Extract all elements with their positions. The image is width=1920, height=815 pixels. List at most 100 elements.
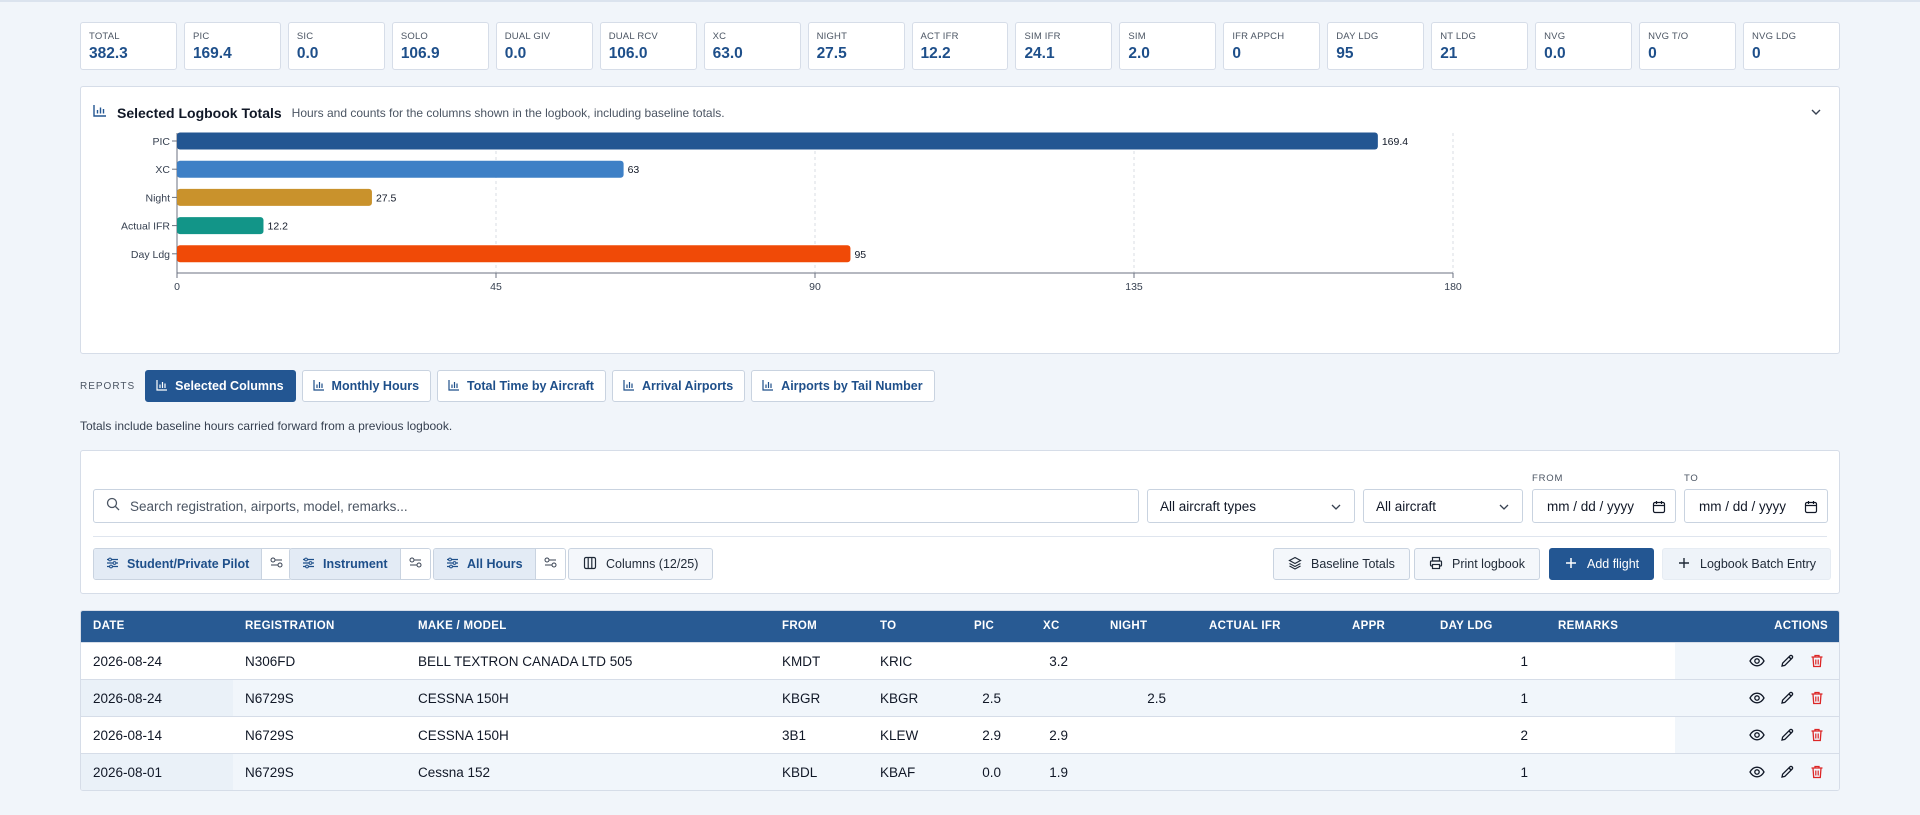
reports-label: REPORTS: [80, 380, 136, 392]
preset-settings-button[interactable]: [534, 549, 565, 579]
plus-icon: [1564, 556, 1578, 573]
from-date-input[interactable]: mm / dd / yyyy: [1532, 489, 1676, 523]
column-header-date[interactable]: DATE: [93, 620, 125, 632]
report-arrival-airports-button[interactable]: Arrival Airports: [611, 370, 746, 402]
trash-icon[interactable]: [1809, 653, 1825, 669]
column-header-remarks[interactable]: REMARKS: [1558, 620, 1619, 632]
to-date-value: mm / dd / yyyy: [1699, 498, 1787, 514]
stat-value: 382.3: [89, 45, 128, 62]
bar-chart-icon: [156, 379, 168, 394]
logbook-batch-entry-button[interactable]: Logbook Batch Entry: [1662, 548, 1832, 580]
eye-icon[interactable]: [1749, 690, 1765, 706]
stat-card-dual-giv: DUAL GIV 0.0: [495, 22, 593, 70]
preset-label: Student/Private Pilot: [127, 557, 250, 571]
stat-value: 0.0: [296, 45, 319, 62]
aircraft-select[interactable]: All aircraft: [1363, 489, 1523, 523]
baseline-note: Totals include baseline hours carried fo…: [80, 419, 453, 433]
pencil-icon[interactable]: [1779, 727, 1795, 743]
stat-value: 0: [1752, 45, 1761, 62]
table-row[interactable]: 2026-08-24 N6729S CESSNA 150H KBGR KBGR 2.5 2.…: [81, 679, 1839, 716]
baseline-totals-button[interactable]: Baseline Totals: [1273, 548, 1410, 580]
cell-to: KRIC: [880, 654, 913, 669]
eye-icon[interactable]: [1749, 727, 1765, 743]
pencil-icon[interactable]: [1779, 764, 1795, 780]
column-header-actions[interactable]: ACTIONS: [1774, 620, 1828, 632]
add-flight-button[interactable]: Add flight: [1549, 548, 1655, 580]
eye-icon[interactable]: [1749, 764, 1765, 780]
aircraft-type-select[interactable]: All aircraft types: [1147, 489, 1355, 523]
search-input[interactable]: [130, 498, 1110, 514]
cell-ldg: 1: [1520, 765, 1528, 780]
report-airports-by-tail-number-button[interactable]: Airports by Tail Number: [751, 370, 935, 402]
bar-value-label: 95: [854, 249, 866, 261]
table-row[interactable]: 2026-08-14 N6729S CESSNA 150H 3B1 KLEW 2.9 2.9…: [81, 716, 1839, 753]
cell-xc: 2.9: [1049, 728, 1068, 743]
cell-date: 2026-08-24: [93, 654, 163, 669]
y-category-label: Night: [145, 192, 170, 204]
stat-label: NVG LDG: [1752, 31, 1797, 42]
table-row[interactable]: 2026-08-24 N306FD BELL TEXTRON CANADA LTD …: [81, 642, 1839, 679]
x-tick-label: 135: [1125, 281, 1143, 293]
cell-from: KMDT: [782, 654, 821, 669]
pencil-icon[interactable]: [1779, 653, 1795, 669]
stat-label: NT LDG: [1440, 31, 1477, 42]
cell-pic: 2.5: [982, 691, 1001, 706]
stat-label: SOLO: [400, 31, 429, 42]
search-icon: [106, 497, 120, 516]
report-monthly-hours-button[interactable]: Monthly Hours: [301, 370, 432, 402]
filter-divider: [93, 536, 1827, 537]
column-header-appr[interactable]: APPR: [1352, 620, 1386, 632]
print-logbook-button[interactable]: Print logbook: [1414, 548, 1540, 580]
preset-instrument-button[interactable]: Instrument: [290, 549, 400, 579]
column-header-pic[interactable]: PIC: [974, 620, 995, 632]
cell-ldg: 1: [1520, 654, 1528, 669]
y-category-label: XC: [155, 164, 170, 176]
preset-settings-button[interactable]: [399, 549, 430, 579]
selected-totals-bar-chart: 0 45 90 135 180 PIC 169.4 XC 63 Night 27.5 Actual I…: [121, 132, 1462, 293]
cell-reg: N306FD: [245, 654, 296, 669]
toggle-settings-icon: [544, 555, 557, 573]
column-header-registration[interactable]: REGISTRATION: [245, 620, 335, 632]
preset-all-hours-button[interactable]: All Hours: [434, 549, 535, 579]
column-header-from[interactable]: FROM: [782, 620, 818, 632]
table-row[interactable]: 2026-08-01 N6729S Cessna 152 KBDL KBAF 0.0 1.9…: [81, 753, 1839, 790]
column-header-xc[interactable]: XC: [1043, 620, 1060, 632]
aircraft-type-value: All aircraft types: [1160, 498, 1257, 514]
x-tick-label: 180: [1444, 281, 1462, 293]
collapse-chevron-icon[interactable]: [1809, 105, 1823, 119]
eye-icon[interactable]: [1749, 653, 1765, 669]
cell-night: 2.5: [1147, 691, 1166, 706]
trash-icon[interactable]: [1809, 727, 1825, 743]
column-header-actual-ifr[interactable]: ACTUAL IFR: [1209, 620, 1281, 632]
totals-stats-row: TOTAL 382.3 PIC 169.4 SIC 0.0 SOLO 106.9 DUAL GI…: [80, 22, 1840, 70]
column-header-night[interactable]: NIGHT: [1110, 620, 1148, 632]
stat-card-sim: SIM 2.0: [1119, 22, 1217, 70]
pencil-icon[interactable]: [1779, 690, 1795, 706]
stat-card-nvg-t-o: NVG T/O 0: [1639, 22, 1736, 70]
bar-chart-icon: [448, 379, 460, 394]
column-header-make-model[interactable]: MAKE / MODEL: [418, 620, 507, 632]
cell-date: 2026-08-01: [93, 765, 163, 780]
bar-xc: [177, 160, 624, 178]
column-header-day-ldg[interactable]: DAY LDG: [1440, 620, 1493, 632]
to-date-input[interactable]: mm / dd / yyyy: [1684, 489, 1828, 523]
trash-icon[interactable]: [1809, 764, 1825, 780]
sliders-icon: [106, 557, 119, 572]
stat-card-total: TOTAL 382.3: [80, 22, 177, 70]
cell-reg: N6729S: [245, 765, 294, 780]
column-header-to[interactable]: TO: [880, 620, 897, 632]
search-box[interactable]: [93, 489, 1139, 523]
preset-student-private-pilot-button[interactable]: Student/Private Pilot: [94, 549, 262, 579]
stat-value: 0: [1232, 45, 1241, 62]
report-total-time-by-aircraft-button[interactable]: Total Time by Aircraft: [437, 370, 606, 402]
stat-label: SIC: [296, 31, 314, 42]
report-selected-columns-button[interactable]: Selected Columns: [145, 370, 296, 402]
stat-card-sim-ifr: SIM IFR 24.1: [1015, 22, 1113, 70]
stat-value: 27.5: [816, 45, 847, 62]
preset-settings-button[interactable]: [261, 549, 292, 579]
trash-icon[interactable]: [1809, 690, 1825, 706]
stat-label: IFR APPCH: [1232, 31, 1285, 42]
bar-value-label: 63: [628, 164, 640, 176]
columns-button[interactable]: Columns (12/25): [568, 548, 714, 580]
bar-chart-icon: [623, 379, 635, 394]
